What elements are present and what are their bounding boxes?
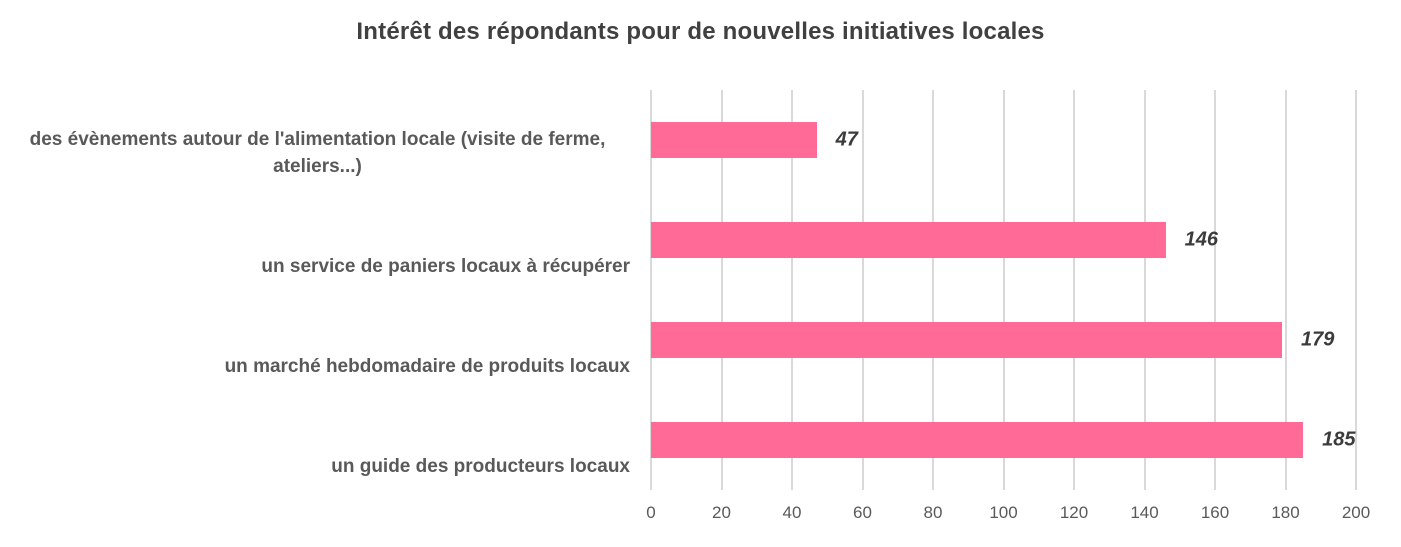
x-tick-label-80: 80 [923, 503, 943, 522]
category-label-row-4: un guide des producteurs locaux [0, 390, 630, 490]
category-label-text-1: des évènements autour de l'alimentation … [29, 128, 606, 178]
gridline-160 [1214, 90, 1216, 490]
value-label-row-2: 146 [1184, 228, 1219, 251]
category-label-row-1: des évènements autour de l'alimentation … [0, 90, 630, 190]
chart-title: Intérêt des répondants pour de nouvelles… [356, 18, 1045, 45]
bar-row-4 [651, 422, 1304, 458]
value-label-row-3: 179 [1300, 328, 1335, 351]
x-tick-label-20: 20 [712, 503, 731, 522]
gridline-140 [1143, 90, 1146, 490]
bar-row-3 [651, 322, 1282, 358]
value-label-row-1: 47 [835, 128, 858, 151]
gridline-20 [720, 90, 723, 490]
gridline-40 [791, 90, 793, 490]
x-tick-label-200: 200 [1341, 503, 1371, 522]
category-label-row-3: un marché hebdomadaire de produits locau… [0, 290, 630, 390]
value-label-row-4: 185 [1322, 428, 1356, 451]
gridline-200 [1355, 90, 1357, 490]
bar-row-1 [651, 122, 817, 158]
bar-row-2 [651, 222, 1166, 258]
x-tick-label-60: 60 [853, 503, 872, 522]
gridline-60 [861, 90, 864, 490]
gridline-180 [1284, 90, 1287, 490]
x-tick-label-40: 40 [782, 503, 802, 522]
gridline-0 [650, 90, 652, 490]
gridline-100 [1002, 90, 1005, 490]
category-label-row-2: un service de paniers locaux à récupérer [0, 190, 630, 290]
x-tick-label-180: 180 [1271, 503, 1300, 522]
x-tick-label-100: 100 [989, 503, 1018, 522]
gridline-80 [932, 90, 934, 490]
x-tick-label-140: 140 [1130, 503, 1159, 522]
category-label-text-3: un marché hebdomadaire de produits locau… [224, 356, 630, 378]
x-tick-label-160: 160 [1200, 503, 1230, 522]
category-label-text-2: un service de paniers locaux à récupérer [261, 256, 630, 278]
category-label-text-4: un guide des producteurs locaux [331, 456, 630, 478]
x-tick-label-120: 120 [1059, 503, 1089, 522]
gridline-120 [1073, 90, 1075, 490]
plot-area: 47 146 179 185 [650, 90, 1357, 490]
x-tick-label-0: 0 [646, 503, 656, 522]
